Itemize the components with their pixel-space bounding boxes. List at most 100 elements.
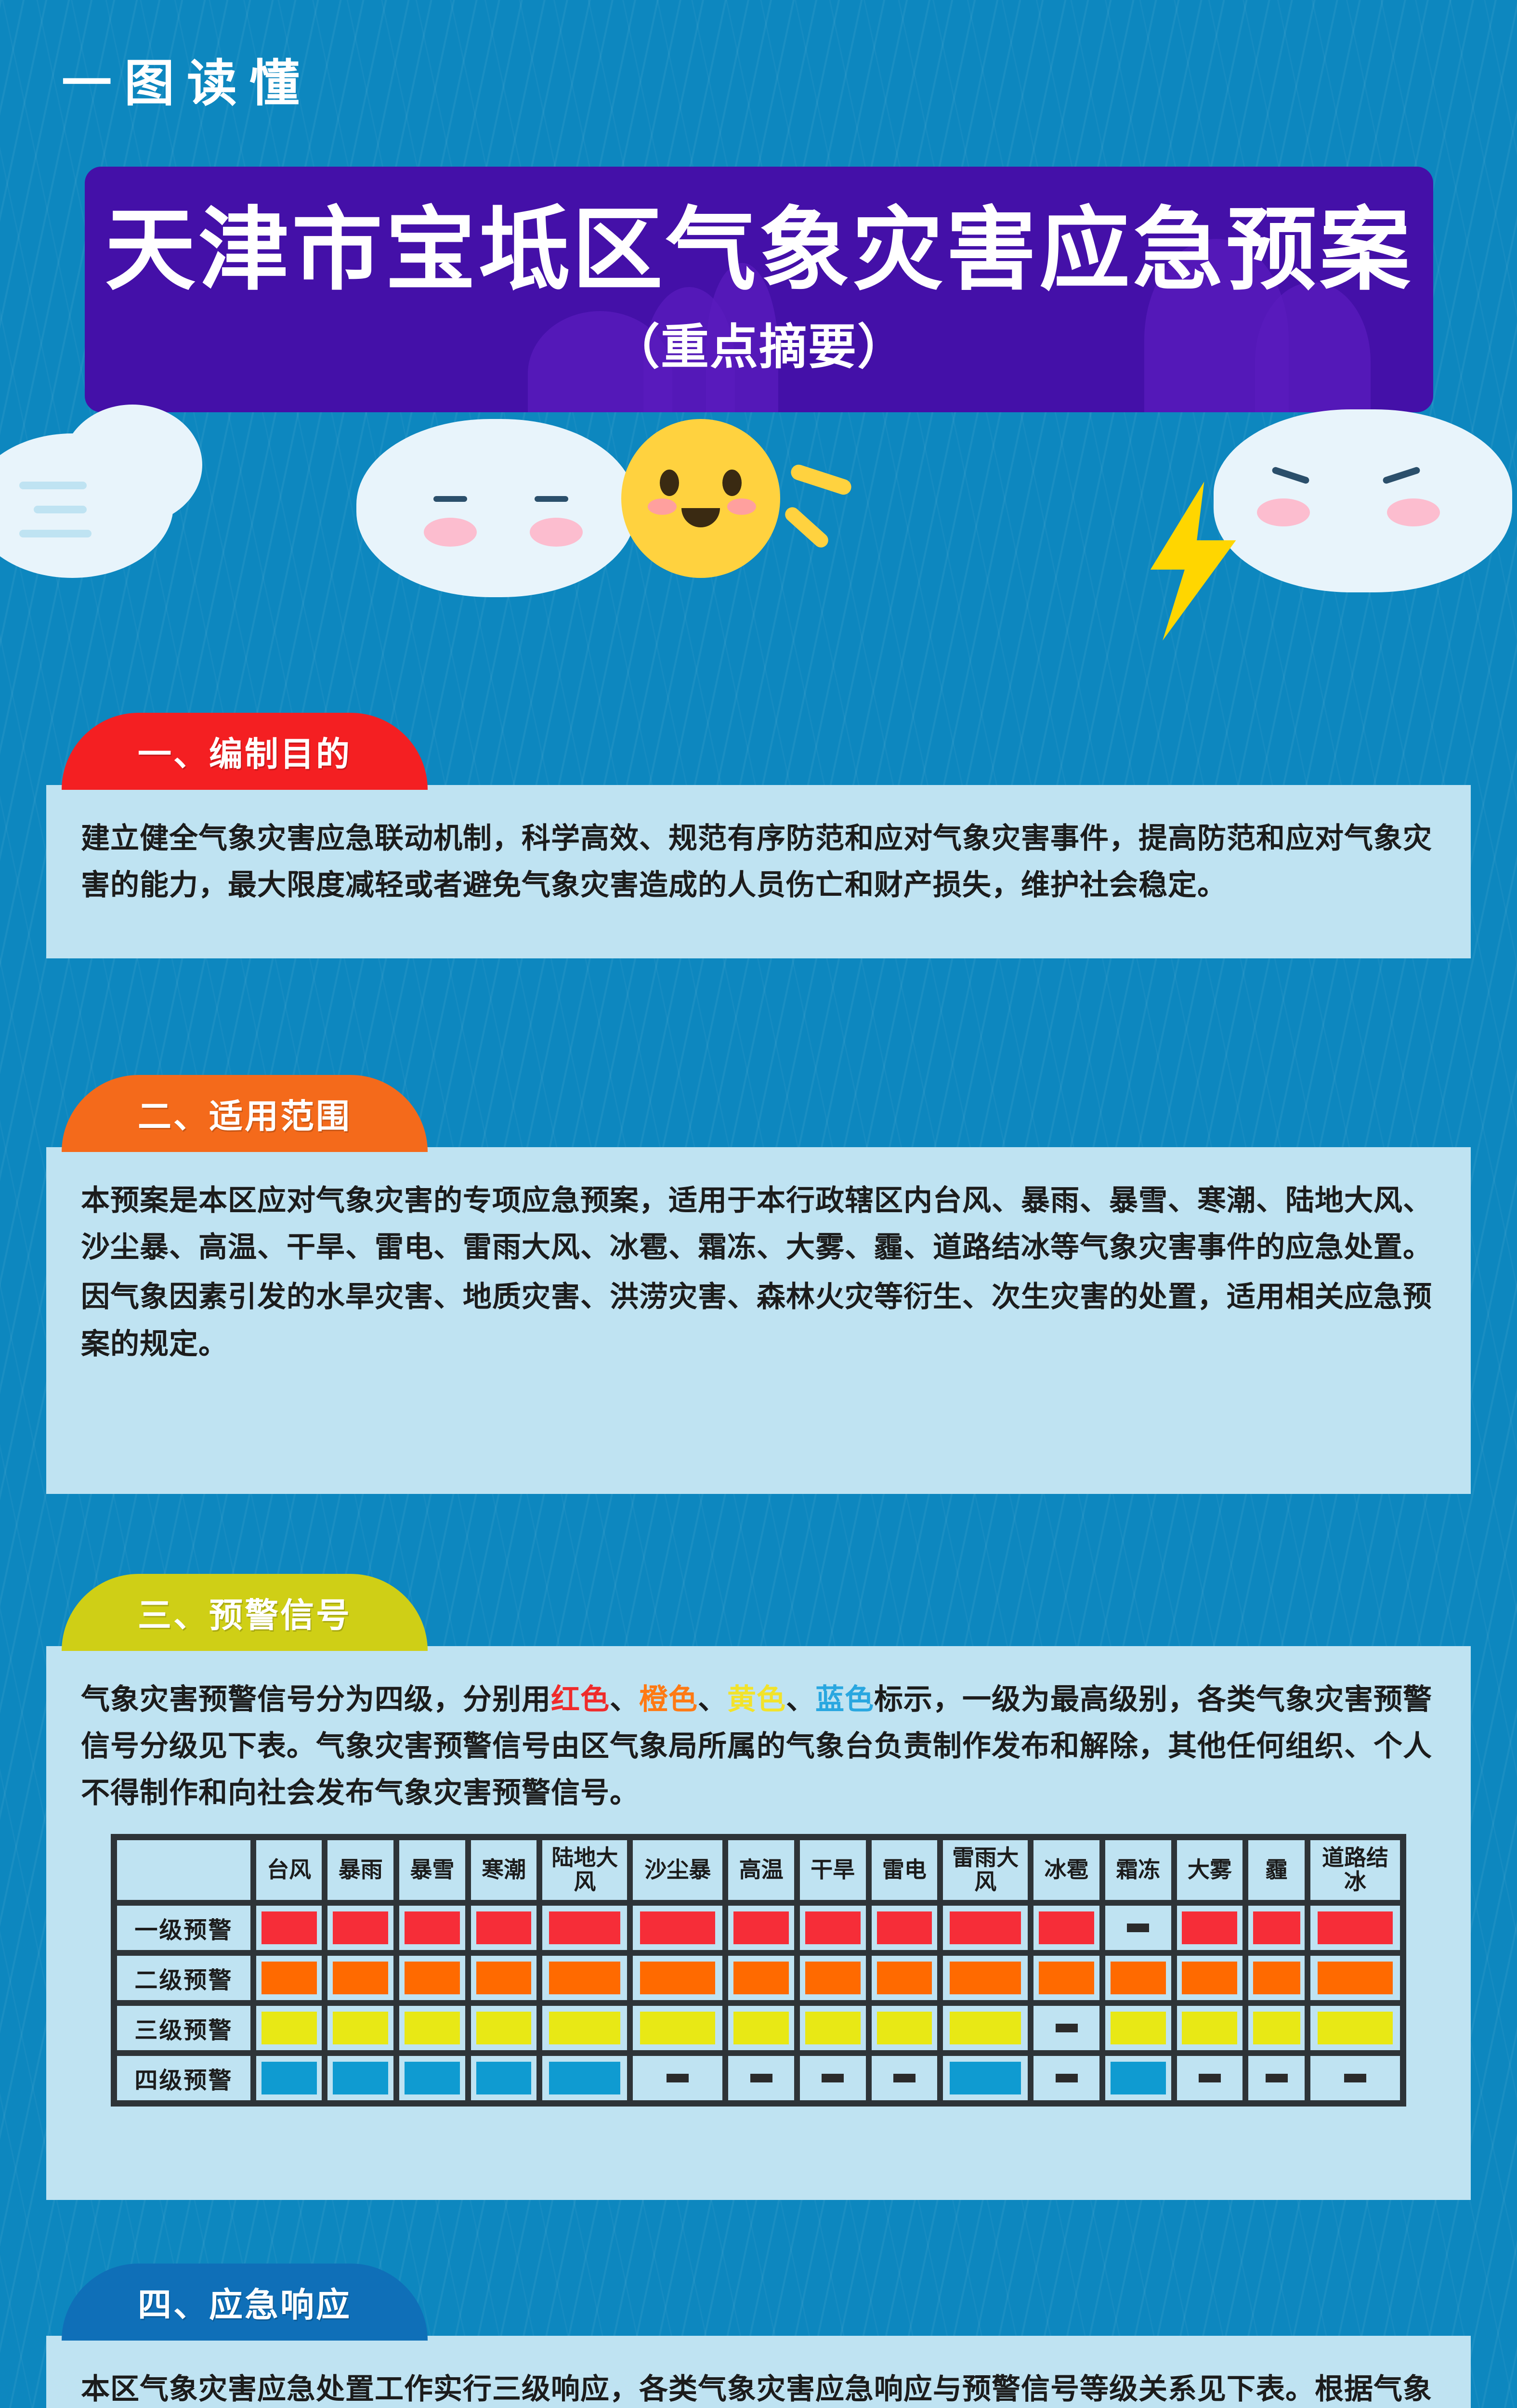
level-chip-orange (1182, 1961, 1238, 1994)
sun-ray-1 (789, 462, 853, 497)
warning-table-cell-3-5 (630, 2053, 726, 2103)
section-tab-2-label: 二、适用范围 (138, 1097, 352, 1135)
warning-table-cell-0-14 (1308, 1902, 1403, 1953)
warning-table-cell-0-3 (468, 1902, 540, 1953)
section-2-paragraph-2: 因气象因素引发的水旱灾害、地质灾害、洪涝灾害、森林火灾等衍生、次生灾害的处置，适… (81, 1281, 1432, 1360)
color-word-blue: 蓝色 (815, 1683, 874, 1715)
level-chip-orange (549, 1961, 621, 1994)
warning-table-cell-2-8 (868, 2002, 941, 2053)
level-chip-red (405, 1911, 460, 1944)
lightning-bolt-icon (1150, 482, 1236, 641)
warning-col-7: 干旱 (797, 1837, 869, 1903)
title-blob-5 (528, 311, 672, 412)
not-applicable-dash-icon (1127, 1923, 1150, 1932)
sleepy-eye-right (535, 496, 568, 502)
section-tab-4[interactable]: 四、应急响应 (62, 2264, 428, 2341)
level-chip-yellow (805, 2011, 861, 2044)
warning-table-cell-3-1 (325, 2053, 397, 2103)
warning-table-cell-0-10 (1031, 1902, 1102, 1953)
warning-table-cell-0-2 (396, 1902, 468, 1953)
warning-table-row-label-2: 三级预警 (114, 2002, 253, 2053)
warning-table-cell-3-13 (1245, 2053, 1308, 2103)
not-applicable-dash-icon (822, 2073, 844, 2082)
level-chip-orange (1317, 1961, 1393, 1994)
title-blob-2 (1255, 282, 1371, 412)
color-word-red: 红色 (551, 1683, 610, 1715)
warning-table-cell-0-11 (1102, 1902, 1174, 1953)
level-chip-yellow (333, 2011, 389, 2044)
warning-table-cell-3-14 (1308, 2053, 1403, 2103)
level-chip-blue (261, 2061, 317, 2094)
level-chip-orange (405, 1961, 460, 1994)
warning-col-0: 台风 (253, 1837, 325, 1903)
section-tab-3-label: 三、预警信号 (138, 1596, 352, 1634)
wind-line-3 (19, 530, 92, 537)
title-banner: 天津市宝坻区气象灾害应急预案 （重点摘要） (85, 167, 1433, 412)
level-chip-red (333, 1911, 389, 1944)
wind-line-1 (19, 482, 87, 489)
warning-col-11: 霜冻 (1102, 1837, 1174, 1903)
level-chip-yellow (1253, 2011, 1300, 2044)
color-word-yellow: 黄色 (727, 1683, 786, 1715)
warning-table-cell-1-3 (468, 1952, 540, 2003)
level-chip-red (1317, 1911, 1393, 1944)
color-word-orange: 橙色 (639, 1683, 698, 1715)
warning-table-cell-2-5 (630, 2002, 726, 2053)
section-tab-2[interactable]: 二、适用范围 (62, 1075, 428, 1152)
level-chip-red (950, 1911, 1021, 1944)
level-chip-red (1182, 1911, 1238, 1944)
warning-table-cell-2-2 (396, 2002, 468, 2053)
warning-table-cell-0-0 (253, 1902, 325, 1953)
warning-table-cell-3-0 (253, 2053, 325, 2103)
section-panel-3: 气象灾害预警信号分为四级，分别用红色、橙色、黄色、蓝色标示，一级为最高级别，各类… (46, 1646, 1471, 2200)
section-1-paragraph-1: 建立健全气象灾害应急联动机制，科学高效、规范有序防范和应对气象灾害事件，提高防范… (81, 822, 1432, 902)
warning-table-cell-0-1 (325, 1902, 397, 1953)
section-panel-1: 建立健全气象灾害应急联动机制，科学高效、规范有序防范和应对气象灾害事件，提高防范… (46, 785, 1471, 958)
not-applicable-dash-icon (1344, 2073, 1367, 2082)
warning-col-4: 陆地大风 (539, 1837, 630, 1903)
warning-table-cell-2-9 (940, 2002, 1031, 2053)
warning-table-row: 二级预警 (114, 1952, 1403, 2003)
sun-ray-2 (782, 504, 831, 550)
warning-table-cell-0-9 (940, 1902, 1031, 1953)
section-2-paragraph-1: 本预案是本区应对气象灾害的专项应急预案，适用于本行政辖区内台风、暴雨、暴雪、寒潮… (81, 1184, 1432, 1264)
warning-table-cell-1-13 (1245, 1952, 1308, 2003)
warning-table-cell-0-7 (797, 1902, 869, 1953)
sleepy-blush-left (424, 518, 477, 547)
warning-table-cell-3-7 (797, 2053, 869, 2103)
level-chip-orange (476, 1961, 532, 1994)
not-applicable-dash-icon (1055, 2073, 1078, 2082)
section-panel-4: 本区气象灾害应急处置工作实行三级响应，各类气象灾害应急响应与预警信号等级关系见下… (46, 2336, 1471, 2408)
warning-table-cell-1-10 (1031, 1952, 1102, 2003)
sleepy-cloud-icon (356, 419, 636, 597)
level-chip-red (476, 1911, 532, 1944)
warning-table-cell-1-14 (1308, 1952, 1403, 2003)
warning-table-cell-3-8 (868, 2053, 941, 2103)
level-chip-red (261, 1911, 317, 1944)
section-tab-3[interactable]: 三、预警信号 (62, 1574, 428, 1651)
section-4-paragraph-1: 本区气象灾害应急处置工作实行三级响应，各类气象灾害应急响应与预警信号等级关系见下… (81, 2373, 1432, 2405)
warning-table-cell-2-14 (1308, 2002, 1403, 2053)
warning-table-row: 一级预警 (114, 1902, 1403, 1953)
storm-blush-left (1257, 498, 1310, 526)
warning-table-cell-3-11 (1102, 2053, 1174, 2103)
warning-table-cell-1-0 (253, 1952, 325, 2003)
section-tab-1[interactable]: 一、编制目的 (62, 713, 428, 790)
level-chip-orange (640, 1961, 716, 1994)
warning-col-12: 大雾 (1174, 1837, 1246, 1903)
storm-blush-right (1387, 498, 1440, 526)
warning-table-cell-3-2 (396, 2053, 468, 2103)
warning-table-cell-1-5 (630, 1952, 726, 2003)
level-chip-yellow (1110, 2011, 1166, 2044)
warning-table-cell-1-9 (940, 1952, 1031, 2003)
warning-col-3: 寒潮 (468, 1837, 540, 1903)
warning-table-row: 四级预警 (114, 2053, 1403, 2103)
sleepy-blush-right (530, 518, 583, 547)
level-chip-orange (950, 1961, 1021, 1994)
weather-mascots-row (0, 376, 1517, 674)
warning-table-cell-1-2 (396, 1952, 468, 2003)
not-applicable-dash-icon (1265, 2073, 1288, 2082)
level-chip-blue (1110, 2061, 1166, 2094)
warning-signal-table: 台风 暴雨 暴雪 寒潮 陆地大风 沙尘暴 高温 干旱 雷电 雷雨大风 冰雹 霜冻… (111, 1833, 1406, 2107)
level-chip-yellow (1182, 2011, 1238, 2044)
